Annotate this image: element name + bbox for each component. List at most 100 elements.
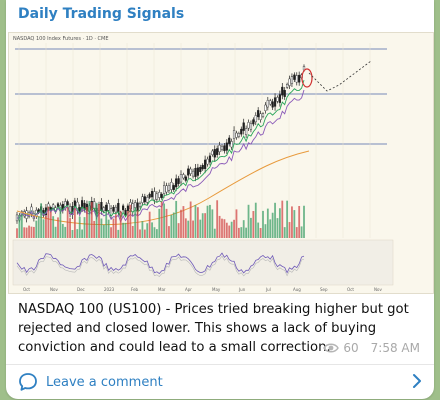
volume-bar (172, 212, 175, 238)
candle-body (172, 185, 175, 190)
volume-bar (119, 211, 122, 238)
volume-bar (78, 216, 81, 238)
candle-body (177, 178, 180, 184)
candle-body (298, 74, 301, 83)
volume-bar (237, 227, 240, 238)
candle-body (112, 206, 115, 212)
candle-body (136, 202, 139, 212)
candle-body (102, 207, 105, 212)
candle-body (288, 78, 291, 86)
candle-body (114, 206, 117, 213)
volume-bar (252, 211, 255, 238)
volume-bar (71, 229, 74, 238)
candle-body (269, 100, 272, 105)
candle-body (206, 158, 209, 165)
x-tick-label: Aug (293, 287, 301, 292)
volume-bar (59, 206, 62, 238)
candle-body (158, 192, 161, 198)
volume-bar (35, 220, 38, 238)
view-count: 60 (343, 341, 359, 355)
candle-body (189, 168, 192, 174)
candle-body (134, 202, 137, 208)
candle-body (64, 201, 67, 208)
volume-bar (151, 222, 153, 238)
leave-comment-label: Leave a comment (46, 374, 163, 390)
volume-bar (61, 223, 64, 238)
message-card: Daily Trading Signals Oct Nov Dec 2023 Feb Ma… (6, 0, 434, 399)
volume-bar (230, 221, 233, 238)
annotation-circle (301, 68, 313, 88)
projection-path (308, 60, 372, 92)
candle-body (204, 159, 207, 169)
x-tick-label: Jun (238, 287, 246, 292)
volume-bar (49, 211, 52, 238)
volume-bar (206, 205, 209, 238)
candle-body (218, 144, 221, 153)
volume-bar (88, 201, 91, 238)
volume-bar (20, 214, 23, 238)
x-tick-label: May (212, 287, 221, 292)
volume-bar (199, 219, 202, 238)
x-tick-label: Feb (131, 287, 139, 292)
candle-body (247, 122, 250, 129)
volume-bar (225, 222, 228, 238)
candle-body (182, 174, 185, 179)
volume-bar (175, 200, 178, 238)
volume-bar (213, 228, 216, 238)
candle-body (143, 196, 146, 203)
volume-bar (83, 217, 86, 238)
volume-bar (90, 202, 93, 238)
x-tick-label: Nov (50, 287, 58, 292)
volume-bar (209, 204, 211, 238)
candle-body (194, 168, 197, 178)
volume-bar (266, 208, 269, 238)
candle-body (105, 204, 108, 212)
volume-bar (165, 208, 168, 238)
volume-bar (281, 200, 284, 238)
candle-body (223, 145, 226, 152)
volume-bar (73, 208, 76, 238)
volume-bar (177, 223, 180, 238)
chart-image[interactable]: Oct Nov Dec 2023 Feb Mar Apr May Jun Jul Aug Sep Oct… (8, 32, 434, 294)
volume-bar (32, 226, 35, 238)
x-tick-label: Jul (265, 287, 271, 292)
candle-body (155, 193, 158, 200)
x-tick-label: Nov (374, 287, 382, 292)
volume-bar (262, 210, 264, 238)
candle-body (235, 132, 238, 138)
moving-average-line (17, 79, 305, 220)
volume-bar (136, 210, 139, 238)
leave-comment-button[interactable]: Leave a comment (6, 365, 434, 399)
volume-bar (247, 204, 250, 238)
volume-bar (158, 208, 161, 238)
volume-bar (192, 220, 194, 238)
volume-bar (141, 221, 144, 238)
volume-bar (117, 229, 120, 238)
candle-body (216, 148, 219, 155)
channel-title[interactable]: Daily Trading Signals (18, 6, 185, 22)
candle-body (170, 181, 173, 190)
x-tick-label: Sep (320, 287, 328, 292)
candle-body (290, 76, 294, 84)
candle-body (148, 193, 151, 198)
volume-bar (300, 226, 303, 238)
volume-bar (98, 203, 100, 238)
volume-bar (129, 204, 132, 238)
volume-bar (131, 225, 134, 238)
moving-average-line (16, 150, 310, 226)
candle-body (126, 205, 130, 211)
volume-bar (69, 218, 71, 238)
candle-body (276, 97, 279, 102)
volume-bar (28, 225, 30, 238)
volume-bar (57, 217, 59, 238)
comment-bubble-icon (19, 373, 37, 391)
volume-bar (112, 218, 115, 238)
volume-bar (54, 226, 57, 238)
volume-bar (105, 212, 108, 238)
volume-bar (295, 227, 298, 238)
message-time: 7:58 AM (370, 341, 420, 355)
volume-bar (155, 229, 158, 238)
volume-bar (259, 228, 262, 238)
candle-body (261, 113, 265, 117)
candle-body (286, 84, 289, 88)
